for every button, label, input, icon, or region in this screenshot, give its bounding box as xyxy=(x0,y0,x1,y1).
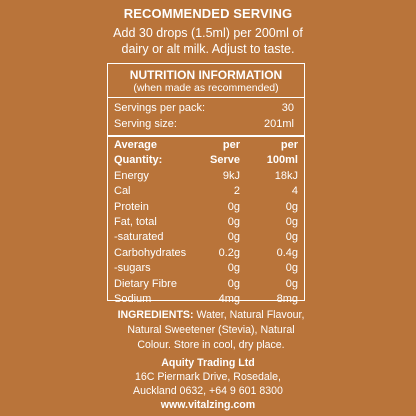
nutrition-row: Dietary Fibre 0g 0g xyxy=(114,277,300,292)
nutrient-name: Dietary Fibre xyxy=(114,277,177,290)
nutrition-row: Fat, total 0g 0g xyxy=(114,215,300,230)
per-serve-value: 0g xyxy=(227,200,240,213)
nutrition-row: Carbohydrates 0.2g 0.4g xyxy=(114,246,300,261)
nutrient-name: Protein xyxy=(114,200,149,213)
nutrient-name: Cal xyxy=(114,185,131,198)
per-100ml-value: 0g xyxy=(285,215,298,228)
nutrition-row: Cal 2 4 xyxy=(114,184,300,199)
company-address-1: 16C Piermark Drive, Rosedale, xyxy=(134,371,281,383)
nutrition-row: Sodium 4mg 8mg xyxy=(114,292,300,307)
per-serve-value: per xyxy=(222,139,240,151)
ingredients-line-3: Colour. Store in cool, dry place. xyxy=(137,339,285,351)
ingredients-text-1: Water, Natural Flavour, xyxy=(193,309,305,321)
company-name: Aquity Trading Ltd xyxy=(161,357,255,369)
nutrient-name: Fat, total xyxy=(114,215,157,228)
per-serve-value: 0g xyxy=(227,231,240,244)
nutrient-name: Quantity: xyxy=(114,154,163,167)
per-100ml-value: 4 xyxy=(291,185,298,198)
serving-line-2: dairy or alt milk. Adjust to taste. xyxy=(121,42,295,56)
nutrition-header-row: Quantity: Serve 100ml xyxy=(114,153,300,168)
nutrient-name: -saturated xyxy=(114,231,164,244)
per-100ml-value: 0g xyxy=(285,231,298,244)
nutrition-title: NUTRITION INFORMATION xyxy=(129,68,283,82)
divider xyxy=(108,97,304,98)
per-serve-value: 0g xyxy=(227,215,240,228)
per-100ml-value: 0.4g xyxy=(276,246,298,259)
serving-title: RECOMMENDED SERVING xyxy=(123,6,293,21)
serving-size-label: Serving size: xyxy=(114,118,177,130)
per-100ml-value: 0g xyxy=(285,262,298,275)
per-100ml-value: 0g xyxy=(285,200,298,213)
per-serve-value: 0.2g xyxy=(218,246,240,259)
nutrition-table: Average per per Quantity: Serve 100ml Energy 9k… xyxy=(114,138,300,307)
nutrition-row: -saturated 0g 0g xyxy=(114,230,300,245)
nutrient-name: Sodium xyxy=(114,292,152,305)
company-info: Aquity Trading Ltd 16C Piermark Drive, R… xyxy=(0,356,416,412)
recommended-serving: RECOMMENDED SERVING Add 30 drops (1.5ml)… xyxy=(0,6,416,57)
per-100ml-value: per xyxy=(280,139,298,151)
nutrient-name: -sugars xyxy=(114,262,151,275)
nutrition-header: NUTRITION INFORMATION (when made as reco… xyxy=(108,64,304,94)
nutrition-row: Energy 9kJ 18kJ xyxy=(114,169,300,184)
ingredients-block: INGREDIENTS: Water, Natural Flavour, Nat… xyxy=(111,308,311,353)
serving-line-1: Add 30 drops (1.5ml) per 200ml of xyxy=(113,26,303,40)
nutrient-name: Average xyxy=(114,139,158,151)
nutrition-header-row: Average per per xyxy=(114,138,300,153)
per-serve-value: 0g xyxy=(227,277,240,290)
nutrition-subtitle: (when made as recommended) xyxy=(133,82,279,94)
ingredients-line-1: INGREDIENTS: Water, Natural Flavour, xyxy=(111,308,311,323)
nutrient-name: Carbohydrates xyxy=(114,246,187,259)
ingredients-line-2: Natural Sweetener (Stevia), Natural xyxy=(127,324,295,336)
per-100ml-value: 8mg xyxy=(276,292,298,305)
per-serve-value: 9kJ xyxy=(222,169,240,182)
company-address-2: Auckland 0632, +64 9 601 8300 xyxy=(133,385,283,397)
divider-thick xyxy=(108,135,304,137)
servings-value: 30 xyxy=(281,102,294,114)
per-serve-value: Serve xyxy=(210,154,240,167)
per-serve-value: 4mg xyxy=(218,292,240,305)
nutrition-panel: NUTRITION INFORMATION (when made as reco… xyxy=(107,63,305,305)
nutrition-row: -sugars 0g 0g xyxy=(114,261,300,276)
per-serve-value: 2 xyxy=(233,185,240,198)
ingredients-label: INGREDIENTS: xyxy=(117,309,194,321)
per-100ml-value: 0g xyxy=(285,277,298,290)
nutrient-name: Energy xyxy=(114,169,149,182)
servings-label: Servings per pack: xyxy=(114,102,206,114)
per-100ml-value: 100ml xyxy=(266,154,298,167)
serving-instructions: Add 30 drops (1.5ml) per 200ml of dairy … xyxy=(0,25,416,57)
per-100ml-value: 18kJ xyxy=(274,169,298,182)
serving-size-row: Serving size: 201ml xyxy=(114,116,298,132)
serving-size-value: 201ml xyxy=(264,118,294,130)
company-website: www.vitalzing.com xyxy=(160,399,256,411)
servings-per-pack-row: Servings per pack: 30 xyxy=(114,100,298,116)
per-serve-value: 0g xyxy=(227,262,240,275)
nutrition-row: Protein 0g 0g xyxy=(114,200,300,215)
